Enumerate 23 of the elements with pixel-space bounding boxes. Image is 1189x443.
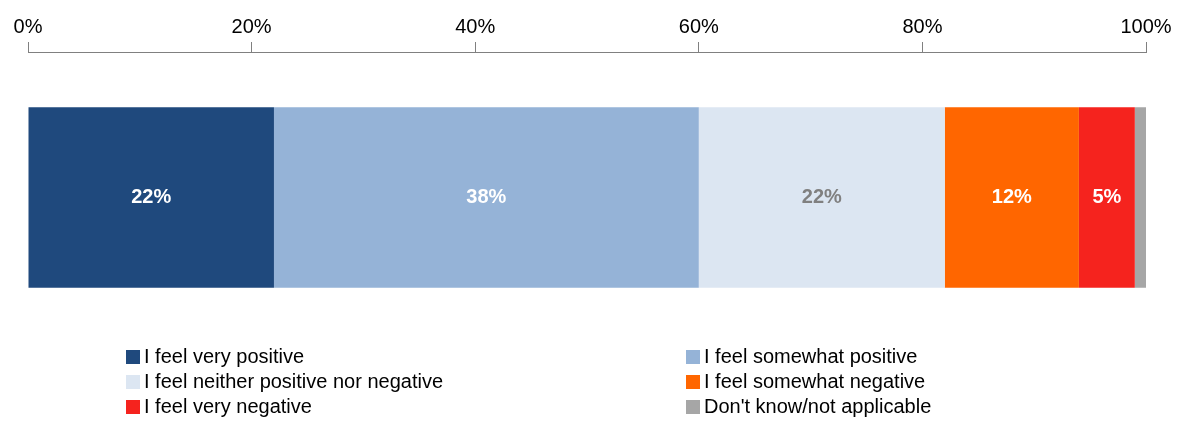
bar [1078,107,1135,288]
x-tick-label: 60% [678,14,720,37]
data-label: 38% [466,185,507,208]
x-tick-label: 100% [1120,14,1172,37]
legend-label: I feel very positive [144,345,305,368]
legend-label: I feel somewhat positive [704,345,918,368]
bar [28,107,274,288]
bar [273,107,699,288]
x-tick-label: 40% [455,14,496,37]
legend-label: Don't know/not applicable [704,395,932,418]
legend-label: I feel very negative [144,395,312,418]
legend-label: I feel neither positive nor negative [144,370,444,393]
bar [698,107,945,288]
data-label: 22% [801,185,843,208]
data-label: 5% [1092,185,1122,208]
x-tick-label: 20% [231,14,272,37]
x-tick-label: 0% [13,14,43,37]
bar [1134,107,1146,288]
legend-label: I feel somewhat negative [704,370,926,393]
bar [944,107,1079,288]
data-label: 12% [991,185,1033,208]
data-label: 22% [131,185,172,208]
x-tick-label: 80% [902,14,943,37]
